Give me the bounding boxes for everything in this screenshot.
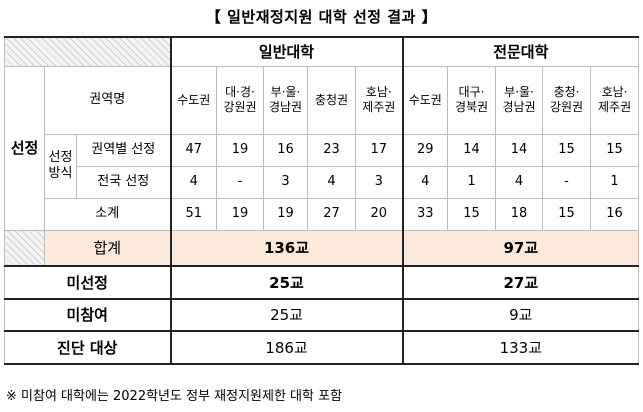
- junior-total-value: 97교: [401, 229, 640, 267]
- total-row: 합계 136교 97교: [4, 229, 640, 267]
- general-region-name: 대·경· 강원권: [216, 65, 264, 135]
- junior-subtotal-value: 15: [542, 197, 592, 231]
- hatched-spacer-cell: [4, 229, 45, 267]
- selection-label: 선정: [4, 65, 45, 231]
- general-national-value: 3: [354, 165, 404, 199]
- general-national-value: 4: [307, 165, 356, 199]
- general-region-name: 수도권: [169, 65, 217, 135]
- junior-not-participating-value: 9교: [401, 298, 640, 332]
- general-national-value: 4: [169, 165, 217, 199]
- general-region-name: 호남· 제주권: [354, 65, 404, 135]
- junior-regional-value: 14: [495, 133, 544, 167]
- header-row: 일반대학 전문대학: [4, 36, 640, 67]
- general-region-name: 부·울· 경남권: [263, 65, 308, 135]
- not-participating-row: 미참여 25교 9교: [4, 298, 640, 332]
- general-subtotal-value: 51: [169, 197, 217, 231]
- result-table: 일반대학 전문대학 선정 권역명 수도권 대·경· 강원권 부·울· 경남권 충청권…: [4, 36, 640, 365]
- general-univ-header: 일반대학: [169, 36, 404, 67]
- junior-region-name: 부·울· 경남권: [495, 65, 544, 135]
- hatched-corner-cell: [4, 36, 171, 67]
- junior-region-name: 대구· 경북권: [447, 65, 497, 135]
- page-title: 【 일반재정지원 대학 선정 결과 】: [205, 8, 438, 26]
- general-not-selected-value: 25교: [169, 265, 404, 300]
- regional-selection-label: 권역별 선정: [76, 133, 171, 167]
- general-region-name: 충청권: [307, 65, 356, 135]
- general-regional-value: 19: [216, 133, 264, 167]
- diagnosis-target-row: 진단 대상 186교 133교: [4, 330, 640, 365]
- general-regional-value: 16: [263, 133, 308, 167]
- junior-subtotal-value: 18: [495, 197, 544, 231]
- junior-regional-value: 14: [447, 133, 497, 167]
- regional-selection-row: 선정 방식 권역별 선정 47 19 16 23 17 29 14 14 15 1…: [5, 133, 640, 199]
- general-diagnosis-value: 186교: [169, 330, 404, 365]
- junior-national-value: 1: [590, 165, 640, 199]
- subtotal-label: 소계: [44, 197, 171, 231]
- general-subtotal-value: 27: [307, 197, 356, 231]
- general-regional-value: 47: [169, 133, 217, 167]
- national-selection-row: 전국 선정 4 - 3 4 3 4 1 4 - 1: [5, 165, 640, 199]
- general-subtotal-value: 19: [263, 197, 308, 231]
- region-name-label: 권역명: [44, 65, 171, 135]
- junior-region-name: 수도권: [401, 65, 449, 135]
- junior-national-value: -: [542, 165, 592, 199]
- junior-subtotal-value: 15: [447, 197, 497, 231]
- result-table-wrapper: 일반대학 전문대학 선정 권역명 수도권 대·경· 강원권 부·울· 경남권 충청권…: [4, 36, 640, 365]
- selection-method-label: 선정 방식: [44, 133, 77, 199]
- junior-national-value: 1: [447, 165, 497, 199]
- junior-subtotal-value: 33: [401, 197, 449, 231]
- general-national-value: 3: [263, 165, 308, 199]
- junior-national-value: 4: [401, 165, 449, 199]
- not-selected-label: 미선정: [4, 265, 171, 300]
- junior-region-name: 충청· 강원권: [542, 65, 592, 135]
- general-subtotal-value: 19: [216, 197, 264, 231]
- junior-college-header: 전문대학: [401, 36, 640, 67]
- general-not-participating-value: 25교: [169, 298, 404, 332]
- junior-national-value: 4: [495, 165, 544, 199]
- region-name-row: 선정 권역명 수도권 대·경· 강원권 부·울· 경남권 충청권 호남· 제주권 수도…: [4, 65, 640, 231]
- general-regional-value: 17: [354, 133, 404, 167]
- general-regional-value: 23: [307, 133, 356, 167]
- not-participating-label: 미참여: [4, 298, 171, 332]
- total-label: 합계: [44, 229, 171, 267]
- junior-regional-value: 15: [542, 133, 592, 167]
- general-national-value: -: [216, 165, 264, 199]
- junior-diagnosis-value: 133교: [401, 330, 640, 365]
- footnote: ※ 미참여 대학에는 2022학년도 정부 재정지원제한 대학 포함: [6, 389, 343, 404]
- general-subtotal-value: 20: [354, 197, 404, 231]
- not-selected-row: 미선정 25교 27교: [4, 265, 640, 300]
- general-total-value: 136교: [169, 229, 404, 267]
- junior-not-selected-value: 27교: [401, 265, 640, 300]
- national-selection-label: 전국 선정: [76, 165, 171, 199]
- junior-regional-value: 15: [590, 133, 640, 167]
- subtotal-row: 소계 51 19 19 27 20 33 15 18 15 16: [5, 197, 640, 231]
- diagnosis-target-label: 진단 대상: [4, 330, 171, 365]
- junior-subtotal-value: 16: [590, 197, 640, 231]
- junior-regional-value: 29: [401, 133, 449, 167]
- junior-region-name: 호남· 제주권: [590, 65, 640, 135]
